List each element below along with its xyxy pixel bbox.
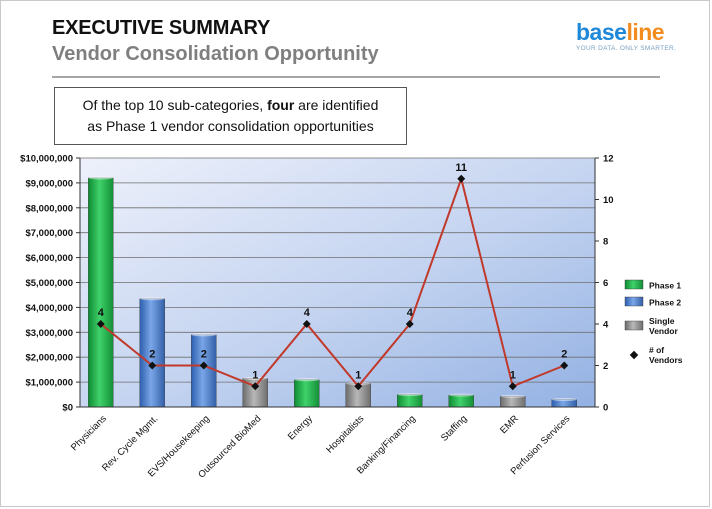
y-axis: $10,000,000 $9,000,000 $8,000,000 $7,000,00… [20, 154, 81, 414]
y-tick-label: $0 [62, 403, 73, 414]
vendor-data-label: 4 [304, 307, 311, 319]
y2-tick-label: 10 [603, 195, 614, 206]
bar-cap [397, 392, 423, 397]
y-tick-label: $10,000,000 [20, 154, 73, 165]
bars [88, 176, 577, 408]
legend-vendors-label-2: Vendors [649, 355, 683, 365]
logo-word-line: line [626, 19, 665, 45]
y-tick-label: $4,000,000 [25, 303, 73, 314]
bar-cap [88, 176, 114, 180]
bar [88, 177, 114, 408]
y-tick-label: $7,000,000 [25, 228, 73, 239]
vendor-data-label: 4 [98, 307, 105, 319]
y-tick-label: $5,000,000 [25, 278, 73, 289]
gridlines [80, 157, 595, 408]
callout-text-start: Of the top 10 sub-categories, [82, 97, 268, 113]
y-tick-label: $2,000,000 [25, 353, 73, 364]
y-tick-label: $9,000,000 [25, 178, 73, 189]
vendor-marker [302, 320, 311, 328]
bar-cap [448, 393, 474, 397]
page-title: EXECUTIVE SUMMARY [52, 17, 271, 39]
baseline-logo: baseline YOUR DATA. ONLY SMARTER. [576, 20, 676, 52]
legend-single-vendor-label: Single [649, 316, 675, 326]
vendor-data-label: 11 [455, 162, 467, 174]
y-tick-label: $8,000,000 [25, 203, 73, 214]
bar-cap [500, 394, 526, 398]
y2-tick-label: 2 [603, 361, 608, 372]
x-tick-label: EMR [498, 413, 521, 436]
bar-cap [191, 333, 217, 337]
x-tick-label: Rev. Cycle Mgmt. [100, 413, 160, 473]
y2-axis: 12 10 8 6 4 2 0 [594, 154, 614, 414]
bar-cap [551, 397, 577, 402]
bar [448, 394, 474, 408]
y2-tick-label: 6 [603, 278, 608, 289]
vendor-marker [457, 174, 466, 183]
legend-phase2-label: Phase 2 [649, 298, 681, 308]
legend-single-vendor-swatch [624, 320, 644, 331]
bar [397, 394, 423, 408]
logo-tagline: YOUR DATA. ONLY SMARTER. [576, 45, 677, 52]
vendor-marker [354, 382, 363, 391]
x-tick-label: Energy [286, 413, 315, 442]
y-tick-label: $1,000,000 [25, 378, 73, 389]
title-divider [52, 76, 660, 78]
vendor-data-label: 1 [252, 369, 258, 381]
y2-tick-label: 4 [603, 320, 609, 331]
vendor-data-label: 1 [355, 369, 361, 381]
vendor-line [100, 175, 565, 388]
callout-box: Of the top 10 sub-categories, four are i… [54, 87, 407, 145]
vendor-data-label: 2 [149, 349, 155, 361]
legend-vendors-label: # of [649, 345, 664, 355]
y2-tick-label: 0 [603, 403, 608, 414]
bar [191, 334, 217, 408]
callout-emphasis: four [267, 97, 295, 113]
legend-single-vendor-label-2: Vendor [649, 326, 679, 336]
logo-word-base: base [576, 19, 627, 45]
vendor-data-label: 1 [510, 369, 516, 381]
callout-text-end: are identified [294, 97, 379, 113]
legend-phase1-label: Phase 1 [649, 281, 681, 291]
vendor-marker [199, 361, 208, 370]
y-tick-label: $3,000,000 [25, 328, 73, 339]
x-tick-label: Physicians [69, 413, 109, 453]
vendor-data-label: 4 [407, 307, 414, 319]
y-tick-label: $6,000,000 [25, 253, 73, 264]
vendor-marker [148, 361, 157, 370]
y2-tick-label: 12 [603, 154, 614, 165]
legend-phase2-swatch [624, 296, 644, 307]
y2-tick-label: 8 [603, 237, 608, 248]
vendor-marker [405, 320, 414, 328]
x-tick-label: Hospitalists [324, 413, 366, 455]
bar [500, 396, 526, 408]
bar [139, 298, 165, 408]
legend-vendors-marker [629, 350, 639, 360]
bar [294, 379, 320, 408]
callout-line-2: as Phase 1 vendor consolidation opportun… [87, 118, 374, 134]
x-tick-label: Staffing [439, 413, 469, 443]
legend-phase1-swatch [624, 279, 644, 290]
vendor-data-label: 2 [201, 349, 207, 361]
bar-cap [139, 297, 165, 301]
bar-cap [294, 378, 320, 382]
vendor-data-label: 2 [561, 349, 567, 361]
page-subtitle: Vendor Consolidation Opportunity [52, 43, 379, 65]
